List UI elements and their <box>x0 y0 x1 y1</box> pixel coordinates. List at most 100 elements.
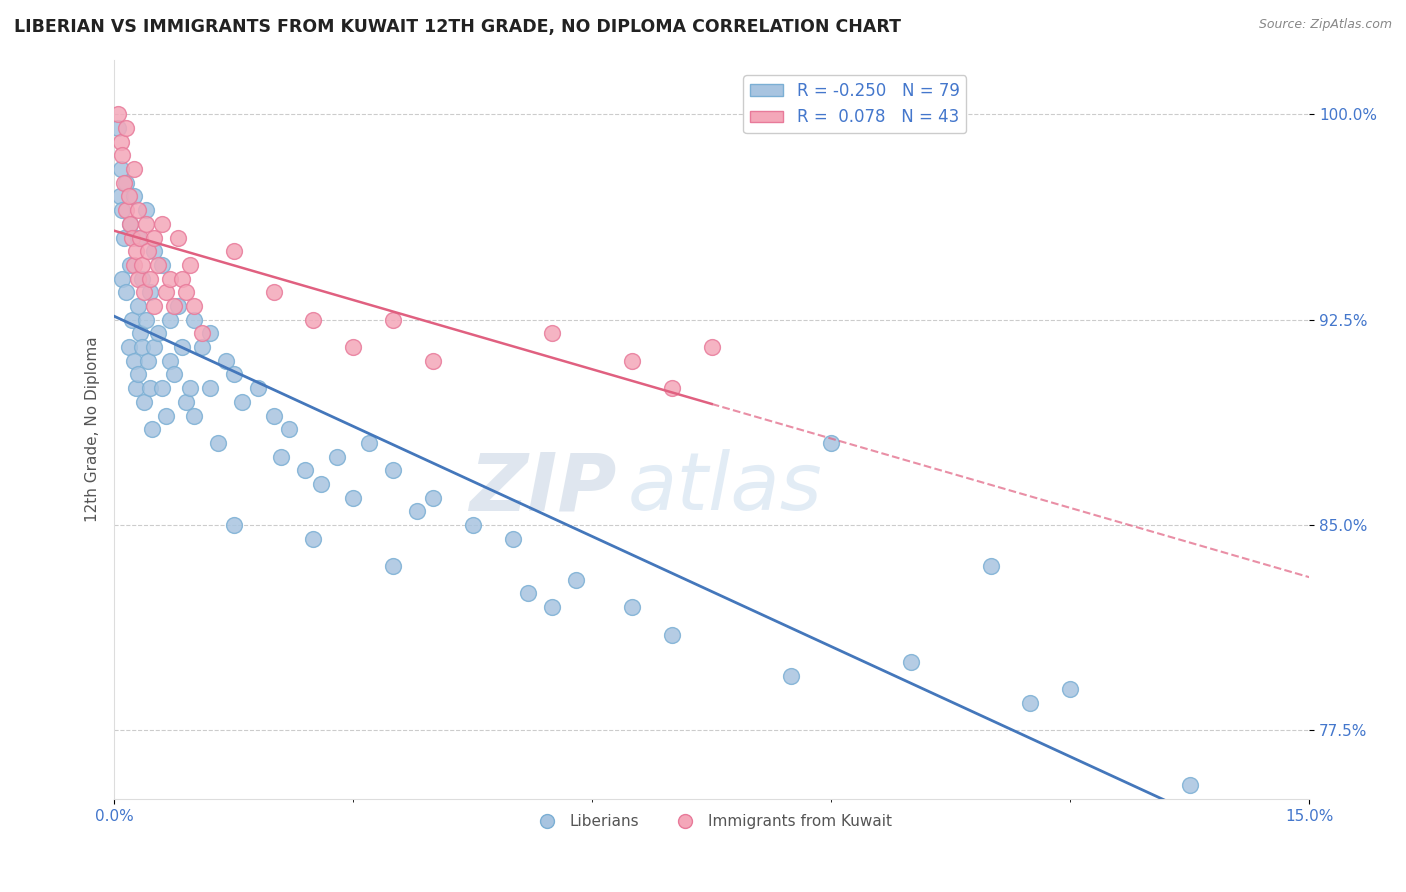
Point <box>125 244 148 259</box>
Point <box>661 381 683 395</box>
Point <box>326 450 349 464</box>
Point <box>125 381 148 395</box>
Point <box>143 299 166 313</box>
Point <box>382 463 405 477</box>
Point <box>174 285 197 300</box>
Point <box>174 394 197 409</box>
Point <box>146 258 169 272</box>
Point <box>780 668 803 682</box>
Point <box>502 532 524 546</box>
Point <box>231 394 253 409</box>
Point <box>1178 778 1201 792</box>
Point <box>159 353 181 368</box>
Point <box>141 422 163 436</box>
Point <box>382 559 405 574</box>
Point <box>246 381 269 395</box>
Point <box>278 422 301 436</box>
Text: atlas: atlas <box>628 450 823 527</box>
Point <box>134 394 156 409</box>
Point <box>1059 682 1081 697</box>
Point <box>263 285 285 300</box>
Point <box>222 518 245 533</box>
Point <box>110 135 132 149</box>
Point <box>155 409 177 423</box>
Point <box>215 353 238 368</box>
Point <box>700 340 723 354</box>
Point <box>900 655 922 669</box>
Point <box>122 189 145 203</box>
Point <box>131 258 153 272</box>
Point <box>127 230 149 244</box>
Point <box>565 573 588 587</box>
Point <box>135 203 157 218</box>
Point <box>117 340 139 354</box>
Point <box>294 463 316 477</box>
Point <box>170 271 193 285</box>
Point <box>820 436 842 450</box>
Point <box>139 271 162 285</box>
Point <box>115 121 138 136</box>
Point <box>541 326 564 341</box>
Point <box>621 353 644 368</box>
Point <box>183 409 205 423</box>
Point <box>127 271 149 285</box>
Point <box>143 244 166 259</box>
Point <box>183 312 205 326</box>
Point <box>146 326 169 341</box>
Point <box>342 491 364 505</box>
Point <box>122 258 145 272</box>
Point <box>136 244 159 259</box>
Point <box>198 381 221 395</box>
Point <box>207 436 229 450</box>
Point <box>143 340 166 354</box>
Point <box>1019 696 1042 710</box>
Point <box>980 559 1002 574</box>
Point <box>342 340 364 354</box>
Point <box>139 285 162 300</box>
Point <box>159 271 181 285</box>
Point <box>139 381 162 395</box>
Point <box>143 230 166 244</box>
Point <box>163 368 186 382</box>
Point <box>111 203 134 218</box>
Point <box>112 230 135 244</box>
Point <box>222 244 245 259</box>
Point <box>406 504 429 518</box>
Point <box>263 409 285 423</box>
Point <box>517 586 540 600</box>
Point <box>150 381 173 395</box>
Point <box>128 326 150 341</box>
Point <box>541 600 564 615</box>
Point <box>422 491 444 505</box>
Point <box>111 271 134 285</box>
Point <box>191 326 214 341</box>
Point <box>111 148 134 162</box>
Point <box>198 326 221 341</box>
Point <box>359 436 381 450</box>
Point <box>108 189 131 203</box>
Point <box>117 189 139 203</box>
Point <box>159 312 181 326</box>
Point <box>120 217 142 231</box>
Point <box>422 353 444 368</box>
Point <box>127 299 149 313</box>
Point <box>131 340 153 354</box>
Point <box>122 353 145 368</box>
Point <box>121 230 143 244</box>
Point <box>127 368 149 382</box>
Point <box>135 217 157 231</box>
Point <box>170 340 193 354</box>
Point <box>115 203 138 218</box>
Point <box>167 299 190 313</box>
Point <box>302 532 325 546</box>
Point <box>107 121 129 136</box>
Text: Source: ZipAtlas.com: Source: ZipAtlas.com <box>1258 18 1392 31</box>
Point <box>115 285 138 300</box>
Point <box>120 258 142 272</box>
Point <box>131 271 153 285</box>
Point <box>183 299 205 313</box>
Point <box>621 600 644 615</box>
Point <box>135 312 157 326</box>
Point <box>150 217 173 231</box>
Point <box>128 230 150 244</box>
